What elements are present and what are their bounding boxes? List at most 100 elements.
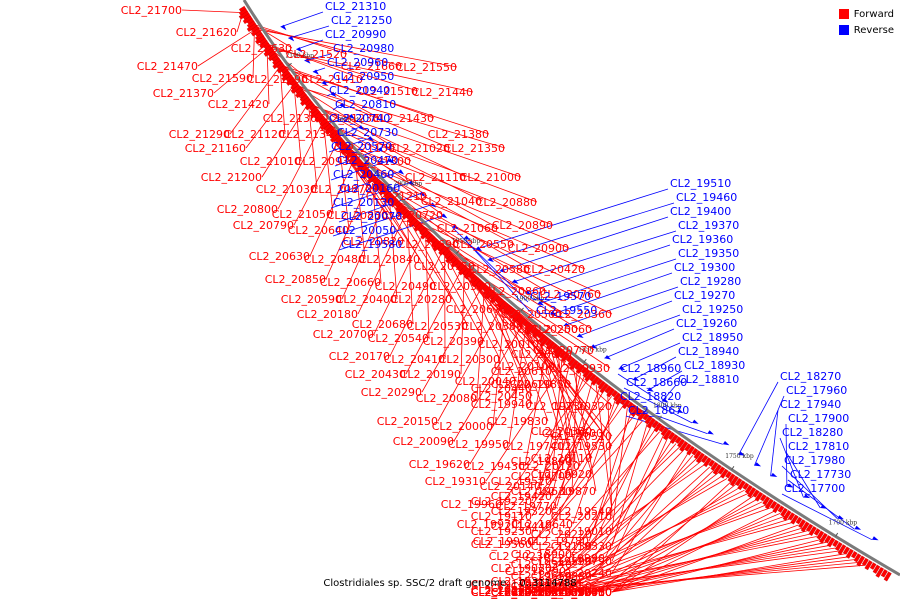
forward-gene-label[interactable]: CL2_18550 xyxy=(491,582,552,595)
forward-gene-label[interactable]: CL2_20750 xyxy=(414,260,475,273)
forward-gene-label[interactable]: CL2_20820 xyxy=(343,235,404,248)
forward-gene-label[interactable]: CL2_19870 xyxy=(535,485,596,498)
forward-gene-label[interactable]: CL2_18970 xyxy=(537,586,598,599)
forward-gene-label[interactable]: CL2_20690 xyxy=(398,238,459,251)
forward-gene-label[interactable]: CL2_19700 xyxy=(511,470,572,483)
forward-gene-label[interactable]: CL2_20800 xyxy=(217,203,278,216)
forward-gene-label[interactable]: CL2_19930 xyxy=(549,362,610,375)
forward-gene-label[interactable]: CL2_21230 xyxy=(318,112,379,125)
forward-gene-label[interactable]: CL2_20380 xyxy=(462,320,523,333)
forward-gene-label[interactable]: CL2_18830 xyxy=(511,580,572,593)
forward-gene-label[interactable]: CL2_21290 xyxy=(169,128,230,141)
forward-gene-label[interactable]: CL2_20410 xyxy=(384,353,445,366)
forward-gene-label[interactable]: CL2_19220 xyxy=(471,495,532,508)
forward-gene-label[interactable]: CL2_19470 xyxy=(511,586,572,599)
forward-gene-label[interactable]: CL2_20000 xyxy=(432,420,493,433)
reverse-gene-label[interactable]: CL2_20810 xyxy=(335,98,396,111)
forward-gene-label[interactable]: CL2_17870 xyxy=(471,586,532,599)
forward-gene-label[interactable]: CL2_21300 xyxy=(350,155,411,168)
forward-gene-label[interactable]: CL2_21010 xyxy=(240,155,301,168)
forward-gene-label[interactable]: CL2_18100 xyxy=(491,586,552,599)
reverse-gene-label[interactable]: CL2_20730 xyxy=(337,126,398,139)
forward-gene-label[interactable]: CL2_20420 xyxy=(524,263,585,276)
forward-gene-label[interactable]: CL2_21050 xyxy=(272,208,333,221)
forward-gene-label[interactable]: CL2_19130 xyxy=(531,540,592,553)
forward-gene-label[interactable]: CL2_21360 xyxy=(263,112,324,125)
reverse-gene-label[interactable]: CL2_19580 xyxy=(341,238,402,251)
forward-gene-label[interactable]: CL2_19010 xyxy=(551,525,612,538)
reverse-gene-label[interactable]: CL2_17700 xyxy=(784,482,845,495)
forward-gene-label[interactable]: CL2_19430 xyxy=(464,460,525,473)
forward-gene-label[interactable]: CL2_21150 xyxy=(334,142,395,155)
forward-gene-label[interactable]: CL2_20930 xyxy=(295,155,356,168)
reverse-gene-label[interactable]: CL2_17730 xyxy=(790,468,851,481)
forward-gene-label[interactable]: CL2_20680 xyxy=(352,318,413,331)
reverse-gene-label[interactable]: CL2_17940 xyxy=(780,398,841,411)
reverse-gene-label[interactable]: CL2_19270 xyxy=(674,289,735,302)
forward-gene-label[interactable]: CL2_20880 xyxy=(476,196,537,209)
forward-gene-label[interactable]: CL2_20610 xyxy=(491,365,552,378)
reverse-gene-label[interactable]: CL2_20950 xyxy=(333,70,394,83)
forward-gene-label[interactable]: CL2_20660 xyxy=(320,276,381,289)
forward-gene-label[interactable]: CL2_20630 xyxy=(249,250,310,263)
forward-gene-label[interactable]: CL2_19950 xyxy=(448,438,509,451)
forward-gene-label[interactable]: CL2_19910 xyxy=(491,586,552,599)
reverse-gene-label[interactable]: CL2_20940 xyxy=(329,84,390,97)
forward-gene-label[interactable]: CL2_20210 xyxy=(551,510,612,523)
forward-gene-label[interactable]: CL2_21120 xyxy=(224,128,285,141)
forward-gene-label[interactable]: CL2_19530 xyxy=(551,440,612,453)
forward-gene-label[interactable]: CL2_21340 xyxy=(279,128,340,141)
forward-gene-label[interactable]: CL2_20640 xyxy=(288,224,349,237)
forward-gene-label[interactable]: CL2_18680 xyxy=(551,586,612,599)
forward-gene-label[interactable]: CL2_20440 xyxy=(471,382,532,395)
forward-gene-label[interactable]: CL2_21510 xyxy=(357,85,418,98)
forward-gene-label[interactable]: CL2_19420 xyxy=(491,490,552,503)
forward-gene-label[interactable]: CL2_20250 xyxy=(517,323,578,336)
reverse-gene-label[interactable]: CL2_19570 xyxy=(530,290,591,303)
forward-gene-label[interactable]: CL2_19990 xyxy=(544,552,605,565)
forward-gene-label[interactable]: CL2_21490 xyxy=(247,73,308,86)
forward-gene-label[interactable]: CL2_20670 xyxy=(446,303,507,316)
reverse-gene-label[interactable]: CL2_18270 xyxy=(780,370,841,383)
forward-gene-label[interactable]: CL2_19560 xyxy=(471,538,532,551)
forward-gene-label[interactable]: CL2_20450 xyxy=(471,390,532,403)
forward-gene-label[interactable]: CL2_19900 xyxy=(551,586,612,599)
forward-gene-label[interactable]: CL2_20850 xyxy=(265,273,326,286)
reverse-gene-label[interactable]: CL2_20740 xyxy=(329,112,390,125)
reverse-gene-label[interactable]: CL2_18660 xyxy=(626,376,687,389)
reverse-gene-label[interactable]: CL2_20980 xyxy=(333,42,394,55)
forward-gene-label[interactable]: CL2_20430 xyxy=(345,368,406,381)
forward-gene-label[interactable]: CL2_20010 xyxy=(478,338,539,351)
forward-gene-label[interactable]: CL2_19670 xyxy=(531,586,592,599)
reverse-gene-label[interactable]: CL2_20960 xyxy=(327,56,388,69)
reverse-gene-label[interactable]: CL2_18280 xyxy=(782,426,843,439)
forward-gene-label[interactable]: CL2_20040 xyxy=(455,375,516,388)
forward-gene-label[interactable]: CL2_21110 xyxy=(405,171,466,184)
forward-gene-label[interactable]: CL2_20390 xyxy=(423,335,484,348)
forward-gene-label[interactable]: CL2_19940 xyxy=(471,398,532,411)
forward-gene-label[interactable]: CL2_18440 xyxy=(511,586,572,599)
forward-gene-label[interactable]: CL2_19690 xyxy=(531,586,592,599)
reverse-gene-label[interactable]: CL2_17960 xyxy=(786,384,847,397)
forward-gene-label[interactable]: CL2_19860 xyxy=(511,455,572,468)
forward-gene-label[interactable]: CL2_20700 xyxy=(313,328,374,341)
forward-gene-label[interactable]: CL2_19310 xyxy=(425,475,486,488)
forward-gene-label[interactable]: CL2_20110 xyxy=(531,452,592,465)
forward-gene-label[interactable]: CL2_20490 xyxy=(375,280,436,293)
forward-gene-label[interactable]: CL2_19660 xyxy=(471,584,532,597)
forward-gene-label[interactable]: CL2_21470 xyxy=(137,60,198,73)
reverse-gene-label[interactable]: CL2_19350 xyxy=(678,247,739,260)
forward-gene-label[interactable]: CL2_19320 xyxy=(491,505,552,518)
forward-gene-label[interactable]: CL2_20280 xyxy=(391,293,452,306)
forward-gene-label[interactable]: CL2_21350 xyxy=(444,142,505,155)
forward-gene-label[interactable]: CL2_19330 xyxy=(551,540,612,553)
forward-gene-label[interactable]: CL2_18790 xyxy=(505,565,566,578)
forward-gene-label[interactable]: CL2_19770 xyxy=(496,500,557,513)
reverse-gene-label[interactable]: CL2_18940 xyxy=(678,345,739,358)
forward-gene-label[interactable]: CL2_21440 xyxy=(412,86,473,99)
forward-gene-label[interactable]: CL2_19920 xyxy=(531,468,592,481)
forward-gene-label[interactable]: CL2_20530 xyxy=(407,320,468,333)
forward-gene-label[interactable]: CL2_19710 xyxy=(551,586,612,599)
forward-gene-label[interactable]: CL2_20270 xyxy=(471,584,532,597)
forward-gene-label[interactable]: CL2_21370 xyxy=(153,87,214,100)
